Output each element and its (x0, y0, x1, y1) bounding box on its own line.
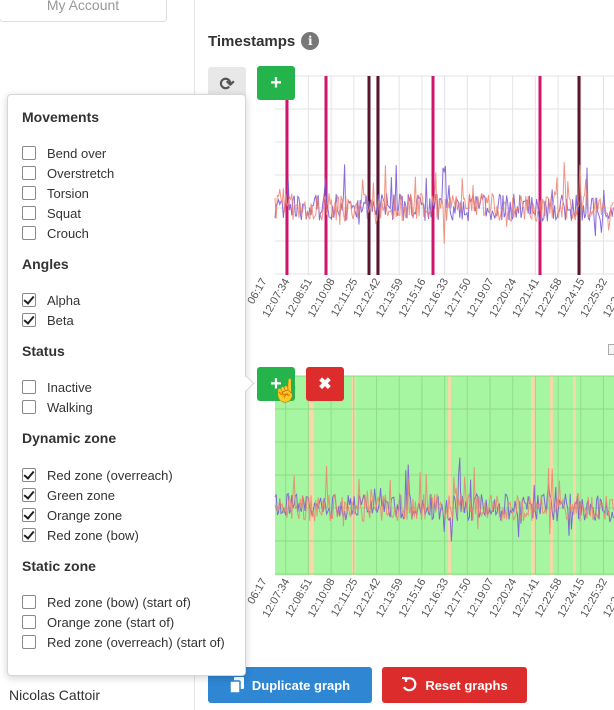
filter-option[interactable]: Bend over (22, 143, 106, 163)
filter-option[interactable]: Walking (22, 397, 93, 417)
filter-checkbox[interactable] (22, 146, 36, 160)
timestamps-header: Timestamps i (208, 32, 320, 50)
filter-checkbox[interactable] (22, 313, 36, 327)
close-icon: ✖ (318, 376, 332, 393)
main-panel: Timestamps i 06:17 12:07:34 12:08:51 12:10:… (195, 0, 614, 710)
series-line (274, 457, 614, 542)
series-line (274, 465, 614, 535)
delete-graph-button[interactable]: ✖ (306, 367, 344, 401)
reset-graphs-label: Reset graphs (425, 677, 508, 693)
filter-option[interactable]: Red zone (bow) (start of) (22, 592, 191, 612)
filter-option-label: Green zone (47, 487, 115, 503)
filter-option[interactable]: Alpha (22, 290, 80, 310)
filter-checkbox[interactable] (22, 166, 36, 180)
filter-option[interactable]: Red zone (overreach) (22, 465, 173, 485)
hand-cursor-icon: ☝ (272, 378, 300, 403)
filter-option-label: Overstretch (47, 165, 115, 181)
filter-option-label: Orange zone (47, 507, 123, 523)
filter-checkbox[interactable] (22, 380, 36, 394)
user-name[interactable]: Nicolas Cattoir (9, 687, 101, 703)
timestamps-title: Timestamps (208, 32, 296, 50)
x-tick-label: 06:17 (245, 277, 269, 307)
legend-toggle[interactable] (608, 344, 614, 355)
reset-graphs-button[interactable]: Reset graphs (382, 667, 527, 703)
filter-checkbox[interactable] (22, 488, 36, 502)
refresh-icon: ⟳ (219, 73, 235, 94)
plus-icon: + (270, 71, 282, 94)
filter-option[interactable]: Green zone (22, 485, 115, 505)
filter-option[interactable]: Torsion (22, 183, 89, 203)
filter-option-label: Torsion (47, 185, 89, 201)
filter-checkbox[interactable] (22, 468, 36, 482)
filter-checkbox[interactable] (22, 595, 36, 609)
filter-group-title: Static zone (22, 558, 96, 574)
series-line (274, 162, 614, 244)
filter-option-label: Walking (47, 399, 93, 415)
filter-option-label: Inactive (47, 379, 92, 395)
filter-group-title: Status (22, 343, 65, 359)
filter-option-label: Red zone (overreach) (47, 467, 173, 483)
filter-option-label: Red zone (bow) (47, 527, 139, 543)
filter-option[interactable]: Beta (22, 310, 74, 330)
filter-option-label: Crouch (47, 225, 89, 241)
filter-checkbox[interactable] (22, 293, 36, 307)
filter-checkbox[interactable] (22, 226, 36, 240)
filter-option[interactable]: Crouch (22, 223, 89, 243)
series-line (274, 164, 614, 237)
filter-group-title: Dynamic zone (22, 430, 117, 446)
filter-checkbox[interactable] (22, 508, 36, 522)
duplicate-graph-label: Duplicate graph (251, 677, 351, 693)
filter-option-label: Red zone (bow) (start of) (47, 594, 191, 610)
filter-option[interactable]: Overstretch (22, 163, 114, 183)
filter-option[interactable]: Inactive (22, 377, 92, 397)
undo-icon (402, 677, 417, 692)
filter-checkbox[interactable] (22, 206, 36, 220)
add-timestamp-button[interactable]: + (257, 66, 295, 100)
filter-group-title: Angles (22, 256, 69, 272)
filter-option[interactable]: Squat (22, 203, 81, 223)
filter-popover: Movements Bend over Overstretch Torsion Squa… (7, 94, 246, 676)
filter-checkbox[interactable] (22, 400, 36, 414)
filter-option-label: Squat (47, 205, 81, 221)
copy-icon (229, 677, 244, 693)
filter-option-label: Red zone (overreach) (start of) (47, 634, 225, 650)
filter-option[interactable]: Red zone (bow) (22, 525, 139, 545)
info-icon[interactable]: i (301, 32, 320, 50)
filter-option-label: Alpha (47, 292, 81, 308)
filter-checkbox[interactable] (22, 528, 36, 542)
filter-option[interactable]: Orange zone (22, 505, 122, 525)
filter-checkbox[interactable] (22, 635, 36, 649)
add-graph-filter-button[interactable]: + (257, 367, 295, 401)
my-account-button[interactable]: My Account (0, 0, 167, 22)
filter-option-label: Bend over (47, 145, 107, 161)
filter-option-label: Beta (47, 312, 74, 328)
filter-group-title: Movements (22, 109, 100, 125)
filter-option[interactable]: Orange zone (start of) (22, 612, 174, 632)
plus-icon: + (270, 372, 282, 395)
filter-option[interactable]: Red zone (overreach) (start of) (22, 632, 225, 652)
charts-area: 06:1712:07:3412:08:5112:10:0812:11:2512:… (245, 75, 614, 620)
filter-option-label: Orange zone (start of) (47, 614, 175, 630)
filter-checkbox[interactable] (22, 615, 36, 629)
x-tick-label: 06:17 (245, 577, 269, 607)
filter-checkbox[interactable] (22, 186, 36, 200)
